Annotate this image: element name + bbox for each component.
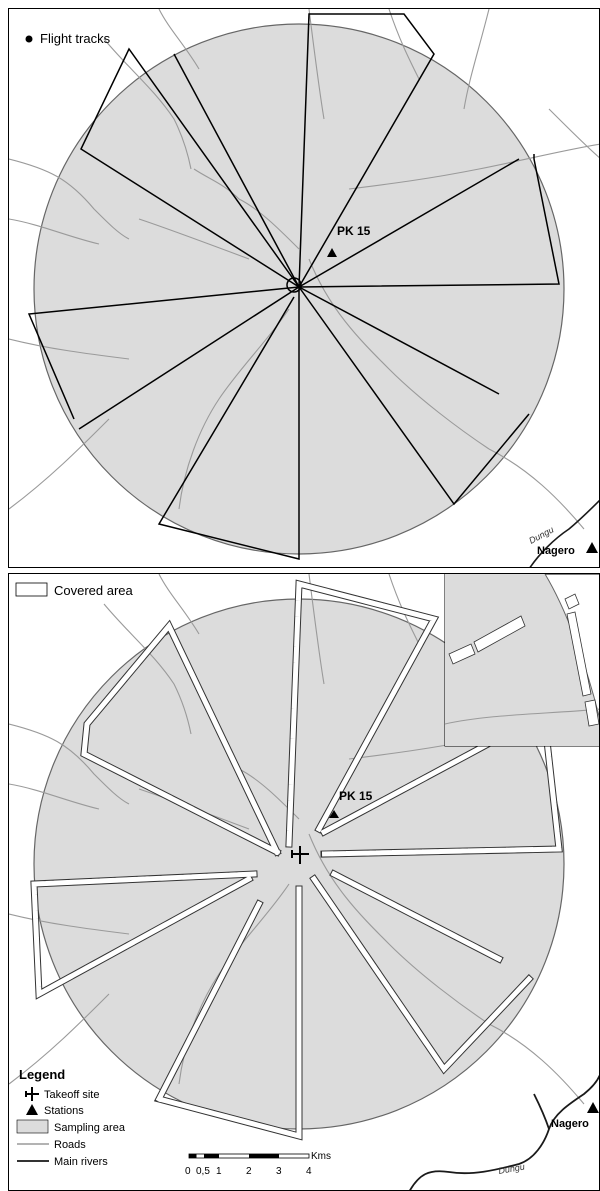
station-pk15-label: PK 15 (337, 224, 371, 238)
legend-label-takeoff: Takeoff site (44, 1089, 99, 1101)
covered-area-legend-swatch (15, 582, 48, 597)
legend-label-stations: Stations (44, 1105, 84, 1117)
scale-tick-5: 4 (306, 1166, 312, 1177)
rivers (529, 499, 599, 567)
scale-tick-3: 2 (246, 1166, 252, 1177)
flight-tracks-svg: Dungu PK 15 Nagero Flight tracks (9, 9, 599, 567)
station-pk15-marker (327, 248, 337, 257)
covered-area-legend-label: Covered area (54, 583, 134, 598)
legend: Legend Takeoff site Stations Sampling ar… (16, 1067, 126, 1168)
station-pk15-label: PK 15 (339, 789, 373, 803)
rivers (409, 1074, 599, 1190)
station-nagero-marker (586, 542, 598, 553)
covered-area-map: Dungu (8, 573, 600, 1191)
scale-tick-1: 0,5 (196, 1166, 210, 1177)
legend-label-sampling: Sampling area (54, 1122, 126, 1134)
gray-box-icon (16, 1119, 49, 1134)
scale-bar: Kms 0 0,5 1 2 3 4 (185, 1151, 331, 1177)
covered-area-svg: Dungu (9, 574, 599, 1190)
station-nagero-label: Nagero (537, 545, 575, 557)
river-label: Dungu (498, 1162, 526, 1176)
triangle-icon (26, 1104, 38, 1115)
covered-area-strips-fill (31, 580, 562, 1140)
scale-bar-unit: Kms (311, 1151, 331, 1162)
legend-label-rivers: Main rivers (54, 1156, 108, 1168)
station-nagero-marker (587, 1102, 599, 1113)
airplane-icon (25, 1087, 39, 1101)
legend-title: Legend (19, 1067, 65, 1082)
flight-tracks (27, 13, 560, 560)
takeoff-site-airplane-icon (291, 846, 309, 864)
scale-tick-0: 0 (185, 1166, 191, 1177)
scale-tick-2: 1 (216, 1166, 222, 1177)
legend-label-roads: Roads (54, 1139, 86, 1151)
flight-tracks-map: Dungu PK 15 Nagero Flight tracks (8, 8, 600, 568)
station-pk15-marker (329, 810, 339, 818)
flight-tracks-legend-dot (25, 35, 33, 43)
flight-tracks-legend-label: Flight tracks (40, 31, 111, 46)
inset-detail (444, 574, 599, 747)
scale-tick-4: 3 (276, 1166, 282, 1177)
station-nagero-label: Nagero (551, 1118, 589, 1130)
